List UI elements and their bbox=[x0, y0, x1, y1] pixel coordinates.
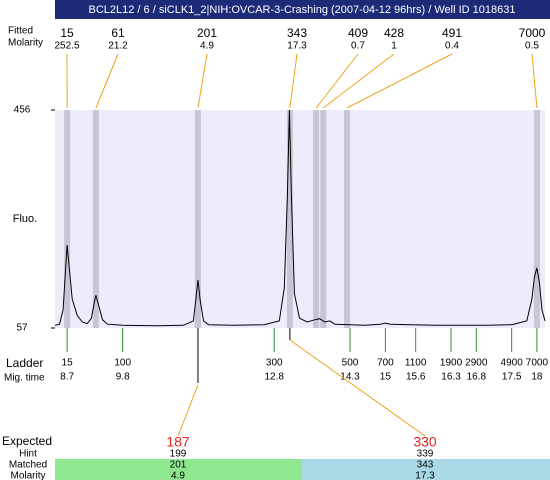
peak-band bbox=[533, 110, 540, 328]
row-label: Hint bbox=[19, 449, 37, 460]
molarity: 4.9 bbox=[171, 471, 185, 480]
ladder-time: 8.7 bbox=[60, 372, 74, 383]
matched: 343 bbox=[417, 460, 434, 471]
ladder-size: 2900 bbox=[465, 358, 488, 369]
peak-molarity: 0.4 bbox=[445, 41, 459, 52]
row-label: Molarity bbox=[10, 471, 45, 480]
y-tick-label: 57 bbox=[16, 323, 28, 334]
ladder-time: 17.5 bbox=[502, 372, 522, 383]
row-label: Expected bbox=[2, 434, 52, 448]
peak-band bbox=[313, 110, 320, 328]
ladder-time: 15.6 bbox=[406, 372, 426, 383]
ladder-time: 16.8 bbox=[467, 372, 487, 383]
y-tick-label: 456 bbox=[14, 105, 31, 116]
peak-band bbox=[286, 110, 293, 328]
row-label: Mig. time bbox=[4, 373, 45, 384]
peak-molarity: 0.5 bbox=[525, 41, 539, 52]
hint: 199 bbox=[170, 449, 187, 460]
peak-size: 15 bbox=[60, 26, 74, 40]
expected-size: 187 bbox=[166, 434, 190, 450]
plot-area bbox=[55, 110, 545, 328]
peak-band bbox=[194, 110, 201, 328]
peak-connector bbox=[315, 53, 359, 109]
molarity: 17.3 bbox=[415, 471, 435, 480]
peak-size: 7000 bbox=[519, 26, 546, 40]
peak-size: 428 bbox=[384, 26, 404, 40]
peak-molarity: 4.9 bbox=[200, 41, 214, 52]
row-label: Molarity bbox=[8, 38, 43, 49]
ladder-size: 1900 bbox=[440, 358, 463, 369]
row-label: Matched bbox=[9, 460, 47, 471]
ladder-time: 12.8 bbox=[265, 372, 285, 383]
matched-bg bbox=[302, 459, 550, 480]
peak-band bbox=[320, 110, 327, 328]
trace bbox=[54, 109, 546, 327]
peak-size: 61 bbox=[111, 26, 125, 40]
title-bar bbox=[55, 0, 550, 19]
ladder-time: 16.3 bbox=[441, 372, 461, 383]
peak-molarity: 252.5 bbox=[54, 41, 79, 52]
ladder-size: 1100 bbox=[405, 358, 427, 369]
peak-connector bbox=[197, 53, 208, 109]
ladder-size: 100 bbox=[114, 358, 131, 369]
peak-size: 409 bbox=[348, 26, 368, 40]
ladder-size: 4900 bbox=[501, 358, 524, 369]
peak-connector bbox=[322, 53, 395, 109]
peak-molarity: 0.7 bbox=[351, 41, 365, 52]
row-label: Fitted bbox=[8, 26, 33, 37]
ladder-time: 9.8 bbox=[116, 372, 130, 383]
peak-molarity: 21.2 bbox=[108, 41, 128, 52]
peak-molarity: 1 bbox=[391, 41, 397, 52]
peak-connector bbox=[289, 53, 298, 109]
peak-connector bbox=[346, 53, 453, 109]
ladder-size: 15 bbox=[62, 358, 74, 369]
peak-band bbox=[92, 110, 99, 328]
hint: 339 bbox=[417, 449, 434, 460]
ladder-time: 18 bbox=[531, 372, 543, 383]
peak-size: 343 bbox=[287, 26, 307, 40]
ladder-time: 15 bbox=[380, 372, 392, 383]
peak-size: 491 bbox=[442, 26, 462, 40]
peak-band bbox=[343, 110, 350, 328]
peak-connector bbox=[531, 53, 538, 109]
expected-size: 330 bbox=[413, 434, 437, 450]
ladder-size: 7000 bbox=[526, 358, 549, 369]
peak-connector bbox=[95, 53, 119, 109]
match-connector bbox=[289, 339, 426, 437]
title: BCL2L12 / 6 / siCLK1_2|NIH:OVCAR-3-Crash… bbox=[89, 4, 516, 16]
row-label: Ladder bbox=[6, 356, 43, 370]
match-connector bbox=[177, 384, 199, 437]
matched: 201 bbox=[170, 460, 187, 471]
matched-bg bbox=[55, 459, 302, 480]
peak-band bbox=[64, 110, 71, 328]
ladder-size: 500 bbox=[342, 358, 359, 369]
peak-molarity: 17.3 bbox=[287, 41, 307, 52]
ladder-size: 300 bbox=[266, 358, 283, 369]
ladder-size: 700 bbox=[377, 358, 394, 369]
y-label: Fluo. bbox=[13, 213, 37, 225]
ladder-time: 14.3 bbox=[340, 372, 360, 383]
peak-size: 201 bbox=[197, 26, 217, 40]
